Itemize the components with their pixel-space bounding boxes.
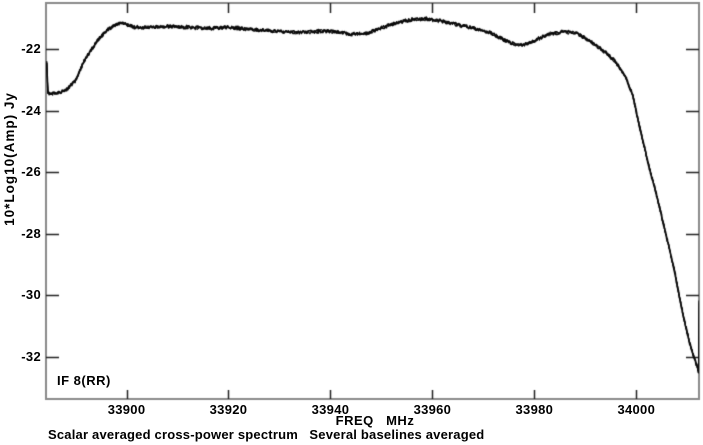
y-axis-tick-label: -22	[21, 40, 41, 56]
plot-caption: Scalar averaged cross-power spectrum Sev…	[48, 427, 485, 442]
y-axis-tick-label: -32	[21, 349, 41, 365]
x-axis-tick-label: 33980	[515, 402, 554, 417]
y-axis-tick-label: -26	[21, 164, 41, 180]
x-axis-tick-label: 33900	[107, 402, 146, 417]
if-band-label: IF 8(RR)	[57, 373, 111, 388]
x-axis-tick-label: 33940	[311, 402, 350, 417]
y-axis-tick-label: -24	[21, 102, 41, 118]
x-axis-tick-label: 33920	[209, 402, 248, 417]
y-axis-tick-label: -28	[21, 225, 41, 241]
y-axis-tick-label: -30	[21, 287, 41, 303]
x-axis-tick-label: 34000	[617, 402, 656, 417]
x-axis-tick-label: 33960	[413, 402, 452, 417]
x-axis-title: FREQ MHz	[335, 413, 415, 428]
